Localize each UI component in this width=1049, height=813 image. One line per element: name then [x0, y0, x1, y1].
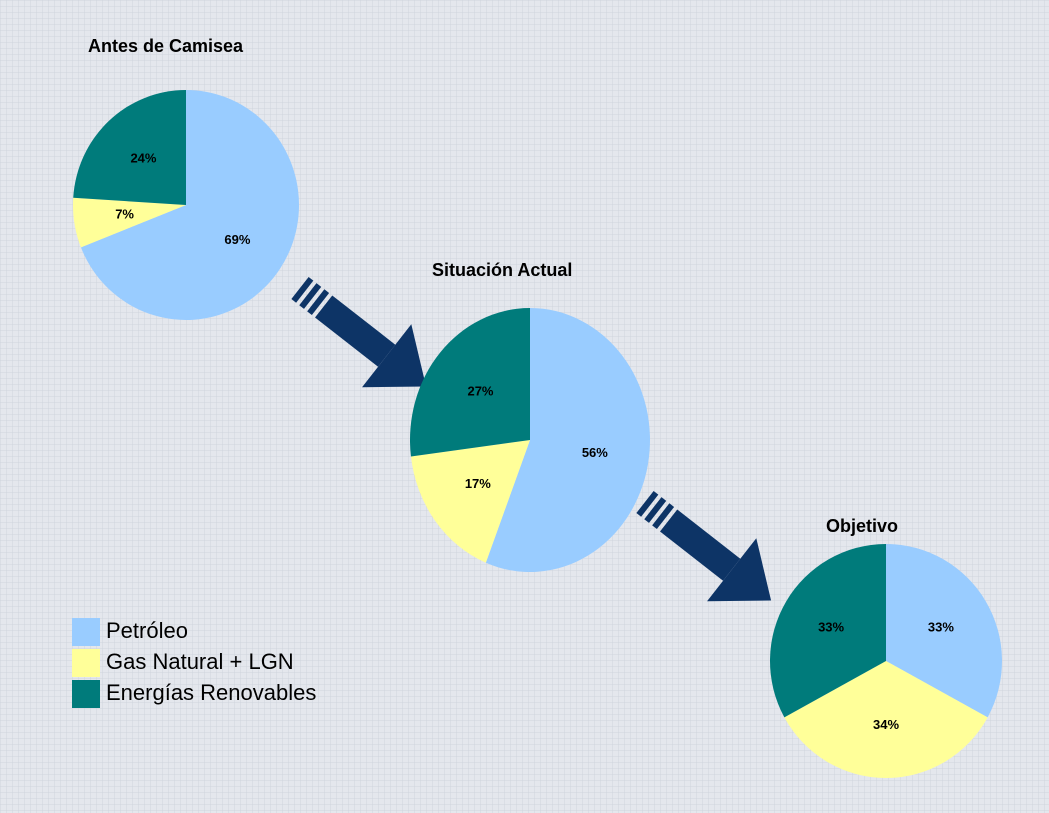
- pie-title: Antes de Camisea: [88, 36, 244, 56]
- pie-slice: [73, 90, 186, 205]
- pie-slice: [769, 544, 886, 718]
- arrow: [291, 276, 427, 388]
- data-label: 24%: [130, 150, 156, 165]
- pie-slice: [410, 440, 530, 563]
- legend-label: Energías Renovables: [106, 680, 316, 705]
- data-label: 69%: [224, 232, 250, 247]
- data-label: 27%: [467, 383, 493, 398]
- legend-swatch: [72, 680, 100, 708]
- data-label: 33%: [818, 620, 844, 635]
- data-label: 34%: [873, 717, 899, 732]
- pie-title: Objetivo: [826, 516, 898, 536]
- pie-slice: [410, 308, 530, 457]
- data-label: 33%: [928, 620, 954, 635]
- data-label: 7%: [115, 206, 134, 221]
- data-label: 56%: [582, 445, 608, 460]
- pie-slice: [886, 544, 1002, 718]
- legend-swatch: [72, 618, 100, 646]
- pie-slice: [485, 308, 651, 572]
- pie-title: Situación Actual: [432, 260, 572, 280]
- arrow: [636, 490, 772, 602]
- legend-label: Petróleo: [106, 618, 188, 643]
- legend-swatch: [72, 649, 100, 677]
- legend-label: Gas Natural + LGN: [106, 649, 294, 674]
- pie-slice: [72, 197, 186, 248]
- pie-slice: [80, 90, 299, 320]
- pie-slice: [784, 661, 988, 778]
- data-label: 17%: [465, 476, 491, 491]
